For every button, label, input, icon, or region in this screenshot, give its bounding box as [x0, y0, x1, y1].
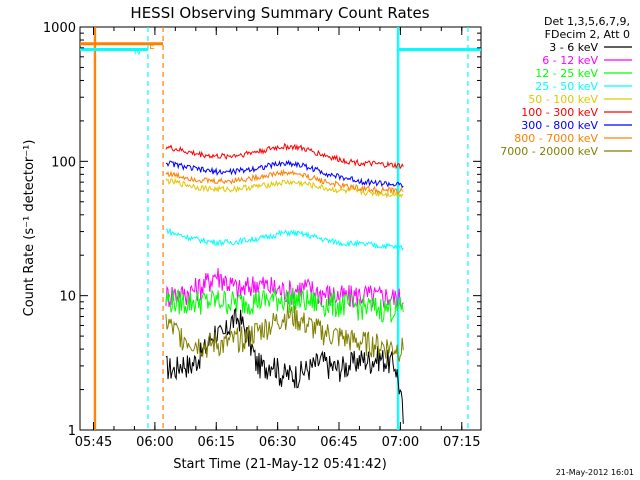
series-line-6 [165, 159, 404, 189]
y-tick-label-2: 100 [51, 155, 76, 170]
legend-label-7: 800 - 7000 keV [514, 132, 598, 145]
legend-label-5: 100 - 300 keV [521, 106, 598, 119]
x-tick-label-6: 07:15 [443, 435, 480, 450]
series-line-7 [165, 168, 404, 195]
series-line-0 [165, 307, 404, 424]
x-tick-label-2: 06:15 [198, 435, 235, 450]
y-axis-label: Count Rate (s⁻¹ detector⁻¹) [22, 140, 37, 317]
legend-header-0: Det 1,3,5,6,7,9, [544, 15, 630, 28]
x-axis-label: Start Time (21-May-12 05:41:42) [173, 457, 387, 472]
legend-label-6: 300 - 800 keV [521, 119, 598, 132]
y-tick-label-1: 10 [59, 290, 76, 305]
flag-bar-label-0: E [149, 42, 155, 52]
series-line-8 [165, 304, 404, 362]
legend-label-3: 25 - 50 keV [535, 80, 598, 93]
flag-bar-label-1: N [134, 47, 141, 57]
plot-frame [79, 26, 482, 431]
chart-title: HESSI Observing Summary Count Rates [130, 4, 429, 22]
x-tick-label-0: 05:45 [75, 435, 112, 450]
legend-label-0: 3 - 6 keV [549, 41, 598, 54]
series-line-2 [165, 288, 404, 323]
series-line-4 [165, 177, 404, 199]
x-tick-label-5: 07:00 [382, 435, 419, 450]
x-tick-label-1: 06:00 [136, 435, 173, 450]
legend-label-1: 6 - 12 keV [542, 54, 598, 67]
x-tick-label-4: 06:45 [320, 435, 357, 450]
y-tick-label-0: 1 [68, 424, 76, 439]
legend-header-1: FDecim 2, Att 0 [545, 28, 630, 41]
series-line-3 [165, 227, 404, 252]
series-line-5 [165, 142, 404, 170]
x-tick-label-3: 06:30 [259, 435, 296, 450]
legend-label-2: 12 - 25 keV [535, 67, 598, 80]
legend-label-8: 7000 - 20000 keV [500, 145, 598, 158]
legend-label-4: 50 - 100 keV [528, 93, 598, 106]
y-tick-label-3: 1000 [43, 21, 76, 36]
timestamp-annotation: 21-May-2012 16:01 [556, 468, 634, 477]
